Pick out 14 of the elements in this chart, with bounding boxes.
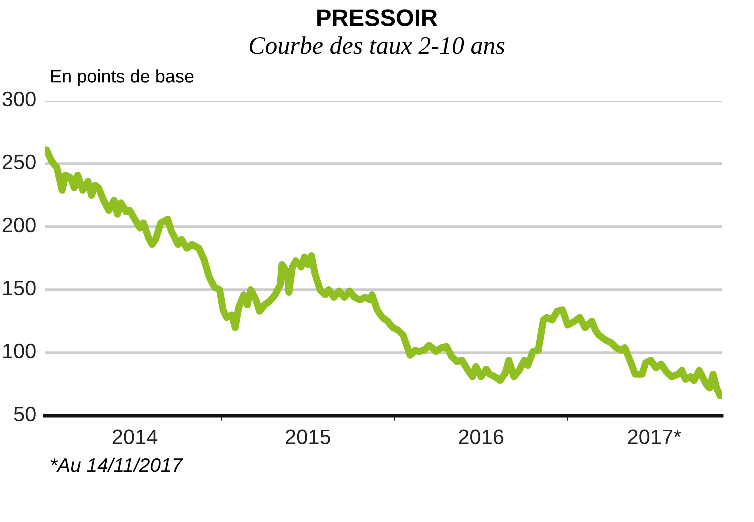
x-tick-label: 2015 bbox=[286, 430, 330, 444]
y-tick-label: 200 bbox=[2, 218, 36, 233]
y-tick-label: 250 bbox=[2, 154, 36, 170]
chart-title: PRESSOIR bbox=[318, 10, 438, 26]
y-tick-label: 150 bbox=[4, 280, 36, 296]
y-tick-label: 300 bbox=[2, 92, 36, 107]
y-tick-label: 50 bbox=[14, 406, 36, 422]
x-tick-label: 2014 bbox=[112, 430, 158, 444]
y-tick-label: 100 bbox=[4, 344, 36, 359]
x-tick-label: 2016 bbox=[459, 430, 504, 444]
chart-subtitle: Courbe des taux 2-10 ans bbox=[250, 36, 505, 54]
y-axis-title: En points de base bbox=[51, 70, 194, 86]
x-tick-label: 2017* bbox=[628, 430, 682, 444]
text: *Au 14/11/2017 bbox=[51, 458, 184, 472]
